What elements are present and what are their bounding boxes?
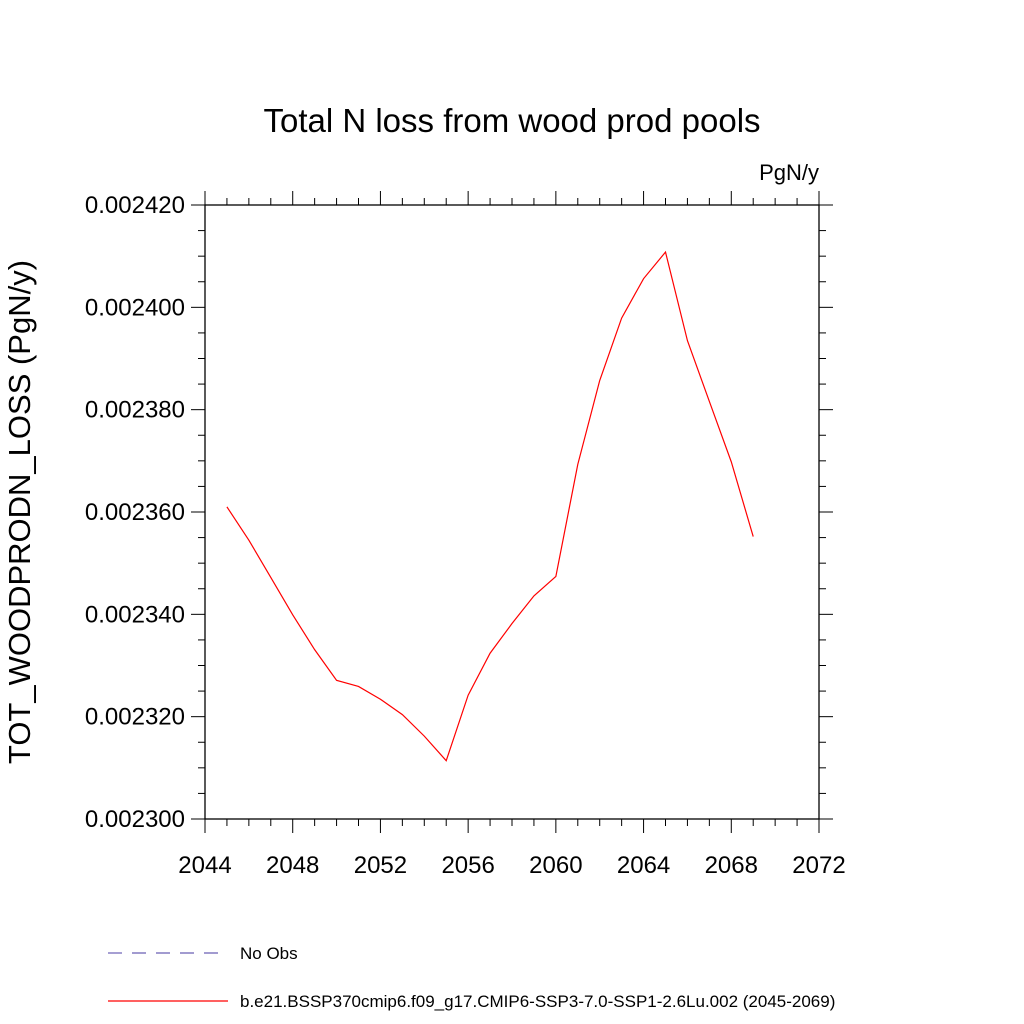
legend-label: b.e21.BSSP370cmip6.f09_g17.CMIP6-SSP3-7.…: [240, 992, 835, 1011]
data-point: [511, 623, 512, 624]
y-tick-label: 0.002320: [85, 704, 185, 731]
data-point: [248, 540, 249, 541]
legend: No Obs b.e21.BSSP370cmip6.f09_g17.CMIP6-S…: [108, 944, 835, 1011]
data-point: [292, 614, 293, 615]
legend-label: No Obs: [240, 944, 298, 963]
x-tick-label: 2048: [266, 852, 319, 879]
x-tick-label: 2064: [617, 852, 670, 879]
data-point: [489, 653, 490, 654]
x-tick-label: 2052: [354, 852, 407, 879]
y-axis-label: TOT_WOODPRODN_LOSS (PgN/y): [2, 260, 37, 764]
data-point: [709, 401, 710, 402]
data-point: [577, 464, 578, 465]
data-point: [380, 699, 381, 700]
chart-title: Total N loss from wood prod pools: [263, 102, 760, 139]
data-point: [468, 695, 469, 696]
y-tick-label: 0.002340: [85, 601, 185, 628]
data-point: [314, 649, 315, 650]
x-tick-label: 2072: [792, 852, 845, 879]
x-tick-label: 2060: [529, 852, 582, 879]
data-point: [643, 278, 644, 279]
data-point: [336, 680, 337, 681]
y-tick-label: 0.002400: [85, 294, 185, 321]
x-tick-label: 2068: [705, 852, 758, 879]
data-point: [446, 760, 447, 761]
data-point: [226, 506, 227, 507]
data-point: [402, 714, 403, 715]
data-point: [270, 577, 271, 578]
data-point: [731, 461, 732, 462]
data-point: [599, 380, 600, 381]
y-tick-label: 0.002360: [85, 499, 185, 526]
units-label: PgN/y: [759, 160, 819, 185]
y-tick-label: 0.002300: [85, 806, 185, 833]
data-point: [753, 536, 754, 537]
data-point: [555, 576, 556, 577]
y-tick-label: 0.002420: [85, 192, 185, 219]
data-point: [621, 317, 622, 318]
data-point: [533, 595, 534, 596]
x-tick-label: 2044: [178, 852, 231, 879]
x-tick-label: 2056: [441, 852, 494, 879]
data-point: [358, 686, 359, 687]
data-point: [665, 251, 666, 252]
plot-area: 2044 2048 2052 2056 2060 2064 2068 2072 0.002300…: [85, 191, 846, 879]
series-line: [226, 250, 754, 762]
data-point: [687, 340, 688, 341]
data-point: [424, 736, 425, 737]
y-tick-label: 0.002380: [85, 397, 185, 424]
plot-frame: [204, 204, 820, 820]
